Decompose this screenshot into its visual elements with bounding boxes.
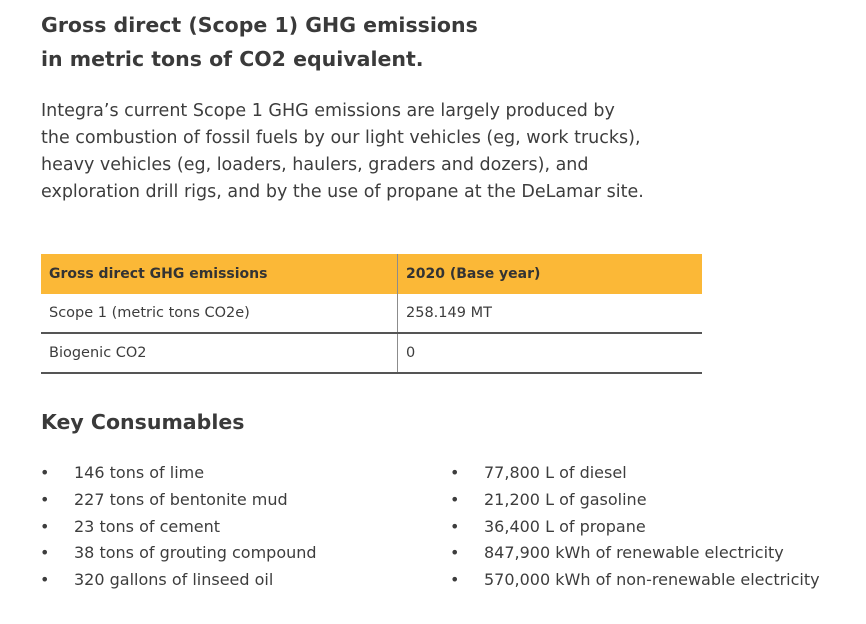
heading-line-2: in metric tons of CO2 equivalent.: [41, 47, 424, 71]
list-item-text: 227 tons of bentonite mud: [74, 489, 288, 509]
table-cell-value: 258.149 MT: [397, 294, 702, 334]
bullet-icon: •: [40, 543, 50, 563]
list-item: • 23 tons of cement: [40, 514, 317, 541]
bullet-icon: •: [40, 489, 50, 509]
list-item-text: 320 gallons of linseed oil: [74, 570, 274, 590]
table-cell-label: Scope 1 (metric tons CO2e): [41, 294, 398, 334]
list-item: • 227 tons of bentonite mud: [40, 487, 317, 514]
list-item: • 570,000 kWh of non-renewable electricit…: [450, 567, 820, 594]
emissions-table: Gross direct GHG emissions 2020 (Base ye…: [41, 254, 702, 374]
list-item-text: 570,000 kWh of non-renewable electricity: [484, 570, 820, 590]
bullet-icon: •: [40, 570, 50, 590]
table-cell-label: Biogenic CO2: [41, 333, 398, 374]
consumables-list-left: • 146 tons of lime • 227 tons of bentonite…: [40, 460, 317, 594]
bullet-icon: •: [450, 570, 460, 590]
consumables-list-right: • 77,800 L of diesel • 21,200 L of gasolin…: [450, 460, 820, 594]
bullet-icon: •: [450, 489, 460, 509]
table-row: Biogenic CO2 0: [41, 333, 702, 374]
list-item-text: 77,800 L of diesel: [484, 463, 627, 482]
table-header-emissions: Gross direct GHG emissions: [41, 254, 398, 294]
table-header-base-year: 2020 (Base year): [397, 254, 702, 294]
list-item: • 38 tons of grouting compound: [40, 540, 317, 567]
intro-line-2: the combustion of fossil fuels by our li…: [41, 128, 641, 148]
page-heading: Gross direct (Scope 1) GHG emissions in …: [41, 8, 478, 76]
list-item: • 36,400 L of propane: [450, 514, 820, 541]
list-item: • 146 tons of lime: [40, 460, 317, 487]
intro-line-3: heavy vehicles (eg, loaders, haulers, gr…: [41, 155, 589, 175]
bullet-icon: •: [450, 463, 460, 482]
intro-line-4: exploration drill rigs, and by the use o…: [41, 182, 644, 202]
consumables-title: Key Consumables: [41, 410, 245, 434]
list-item-text: 38 tons of grouting compound: [74, 543, 317, 563]
bullet-icon: •: [450, 516, 460, 536]
bullet-icon: •: [40, 516, 50, 536]
intro-paragraph: Integra’s current Scope 1 GHG emissions …: [41, 98, 721, 206]
list-item-text: 21,200 L of gasoline: [484, 489, 647, 509]
intro-line-1: Integra’s current Scope 1 GHG emissions …: [41, 101, 615, 121]
table-header-row: Gross direct GHG emissions 2020 (Base ye…: [41, 254, 702, 294]
list-item: • 320 gallons of linseed oil: [40, 567, 317, 594]
table-cell-value: 0: [397, 333, 702, 374]
list-item: • 77,800 L of diesel: [450, 460, 820, 487]
bullet-icon: •: [450, 543, 460, 563]
list-item-text: 847,900 kWh of renewable electricity: [484, 543, 784, 563]
bullet-icon: •: [40, 463, 50, 482]
list-item-text: 23 tons of cement: [74, 516, 221, 536]
list-item-text: 146 tons of lime: [74, 463, 205, 482]
heading-line-1: Gross direct (Scope 1) GHG emissions: [41, 13, 478, 37]
list-item: • 21,200 L of gasoline: [450, 487, 820, 514]
list-item: • 847,900 kWh of renewable electricity: [450, 540, 820, 567]
list-item-text: 36,400 L of propane: [484, 516, 646, 536]
table-row: Scope 1 (metric tons CO2e) 258.149 MT: [41, 294, 702, 334]
